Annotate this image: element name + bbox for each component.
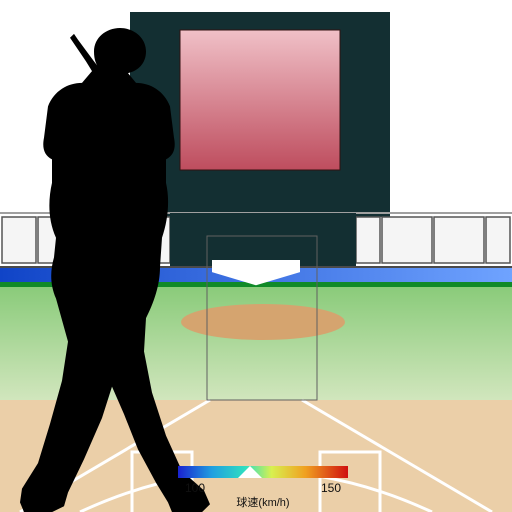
pitchers-mound <box>181 304 345 340</box>
baseball-pitch-speed-diagram: 100 150 球速(km/h) <box>0 0 512 512</box>
colorbar-tick-max: 150 <box>321 481 341 495</box>
scene-svg: 100 150 球速(km/h) <box>0 0 512 512</box>
colorbar-title: 球速(km/h) <box>236 495 289 509</box>
colorbar-tick-min: 100 <box>185 481 205 495</box>
